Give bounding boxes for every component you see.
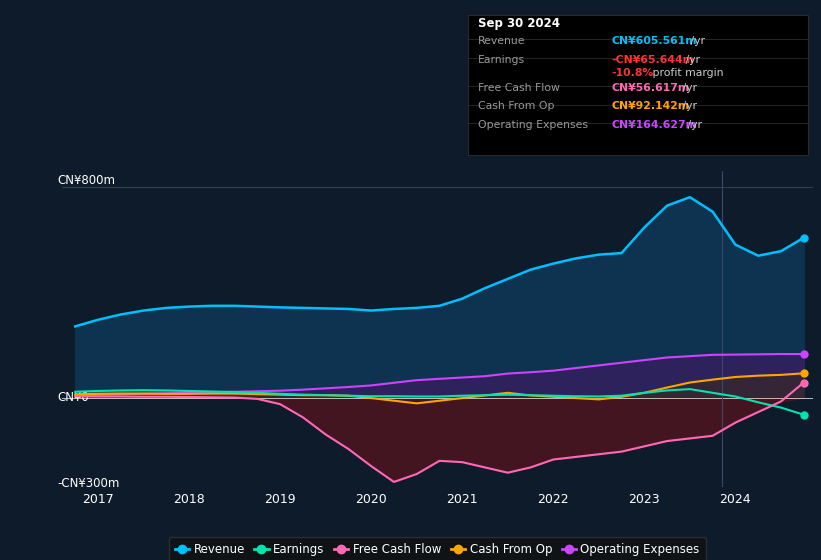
Text: -CN¥65.644m: -CN¥65.644m	[612, 54, 695, 64]
Text: Operating Expenses: Operating Expenses	[478, 120, 588, 130]
Text: CN¥0: CN¥0	[57, 391, 89, 404]
Text: Cash From Op: Cash From Op	[478, 101, 554, 111]
Text: Free Cash Flow: Free Cash Flow	[478, 83, 560, 93]
Text: Earnings: Earnings	[478, 54, 525, 64]
Text: CN¥92.142m: CN¥92.142m	[612, 101, 690, 111]
Text: CN¥800m: CN¥800m	[57, 174, 116, 186]
Text: profit margin: profit margin	[649, 68, 724, 78]
Text: CN¥605.561m: CN¥605.561m	[612, 36, 697, 46]
Text: -CN¥300m: -CN¥300m	[57, 477, 120, 489]
Text: CN¥56.617m: CN¥56.617m	[612, 83, 690, 93]
Text: /yr: /yr	[679, 101, 697, 111]
Text: -10.8%: -10.8%	[612, 68, 654, 78]
Text: CN¥164.627m: CN¥164.627m	[612, 120, 698, 130]
Text: /yr: /yr	[679, 83, 697, 93]
Text: Revenue: Revenue	[478, 36, 525, 46]
Text: /yr: /yr	[682, 54, 700, 64]
Text: /yr: /yr	[687, 36, 705, 46]
Text: Sep 30 2024: Sep 30 2024	[478, 17, 560, 30]
Text: /yr: /yr	[684, 120, 702, 130]
Legend: Revenue, Earnings, Free Cash Flow, Cash From Op, Operating Expenses: Revenue, Earnings, Free Cash Flow, Cash …	[169, 537, 705, 560]
